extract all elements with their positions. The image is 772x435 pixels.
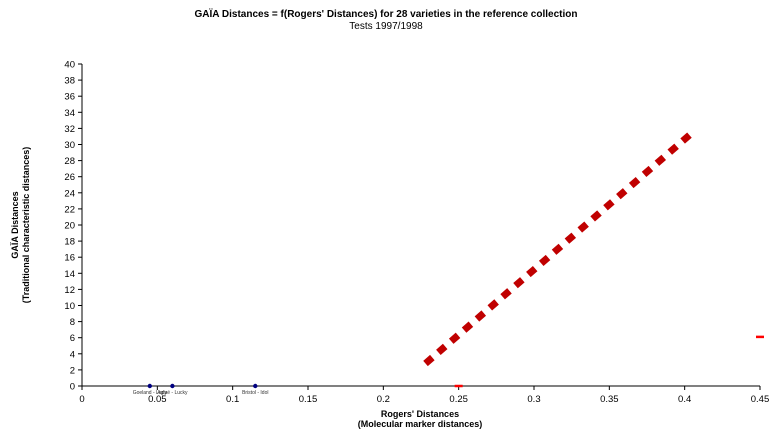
y-tick-label: 40 <box>64 60 75 71</box>
y-tick-label: 4 <box>70 349 75 360</box>
data-point-label: Aglaé - Lucky <box>157 390 188 396</box>
x-tick-label: 0.35 <box>600 394 619 405</box>
x-axis-sublabel: (Molecular marker distances) <box>358 419 483 429</box>
y-tick-label: 26 <box>64 172 75 183</box>
y-tick-label: 34 <box>64 108 75 119</box>
x-tick-label: 0.2 <box>377 394 390 405</box>
y-tick-label: 0 <box>70 382 75 393</box>
y-tick-label: 6 <box>70 333 75 344</box>
y-tick-label: 18 <box>64 237 75 248</box>
y-axis-label: GAÏA Distances <box>10 191 20 258</box>
y-tick-label: 24 <box>64 188 75 199</box>
y-tick-label: 8 <box>70 317 75 328</box>
x-tick-label: 0 <box>79 394 84 405</box>
chart-title: GAÏA Distances = f(Rogers' Distances) fo… <box>195 7 578 20</box>
y-tick-label: 2 <box>70 365 75 376</box>
y-tick-label: 14 <box>64 269 75 280</box>
y-tick-label: 30 <box>64 140 75 151</box>
y-tick-label: 20 <box>64 221 75 232</box>
y-axis-sublabel: (Traditional characteristic distances) <box>21 147 31 304</box>
y-tick-label: 38 <box>64 76 75 87</box>
y-tick-label: 32 <box>64 124 75 135</box>
chart-subtitle: Tests 1997/1998 <box>349 21 423 32</box>
data-point <box>170 383 175 389</box>
y-tick-label: 22 <box>64 204 75 215</box>
y-tick-label: 12 <box>64 285 75 296</box>
x-tick-label: 0.1 <box>226 394 239 405</box>
x-axis-label: Rogers' Distances <box>381 409 459 419</box>
x-tick-label: 0.45 <box>751 394 770 405</box>
x-tick-label: 0.25 <box>449 394 468 405</box>
data-point-label: Goeland - Lady <box>133 390 168 396</box>
x-tick-label: 0.3 <box>527 394 540 405</box>
y-tick-label: 16 <box>64 253 75 264</box>
x-tick-label: 0.15 <box>299 394 318 405</box>
data-point-label: Bristol - Idol <box>242 390 268 396</box>
x-tick-label: 0.05 <box>148 394 167 405</box>
y-tick-label: 28 <box>64 156 75 167</box>
x-tick-label: 0.4 <box>678 394 691 405</box>
y-tick-label: 36 <box>64 92 75 103</box>
data-point <box>253 383 258 389</box>
trend-line <box>423 131 693 367</box>
data-point <box>147 383 152 389</box>
y-tick-label: 10 <box>64 301 75 312</box>
